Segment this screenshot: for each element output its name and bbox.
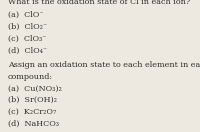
Text: (d)  ClO₄⁻: (d) ClO₄⁻: [8, 47, 47, 55]
Text: compound:: compound:: [8, 72, 53, 81]
Text: (b)  ClO₂⁻: (b) ClO₂⁻: [8, 23, 47, 31]
Text: What is the oxidation state of Cl in each ion?: What is the oxidation state of Cl in eac…: [8, 0, 190, 6]
Text: (c)  ClO₃⁻: (c) ClO₃⁻: [8, 35, 46, 43]
Text: (a)  Cu(NO₃)₂: (a) Cu(NO₃)₂: [8, 84, 62, 92]
Text: (d)  NaHCO₃: (d) NaHCO₃: [8, 120, 59, 128]
Text: (c)  K₂Cr₂O₇: (c) K₂Cr₂O₇: [8, 108, 56, 116]
Text: (a)  ClO⁻: (a) ClO⁻: [8, 11, 44, 19]
Text: Assign an oxidation state to each element in each: Assign an oxidation state to each elemen…: [8, 61, 200, 69]
Text: (b)  Sr(OH)₂: (b) Sr(OH)₂: [8, 96, 57, 104]
